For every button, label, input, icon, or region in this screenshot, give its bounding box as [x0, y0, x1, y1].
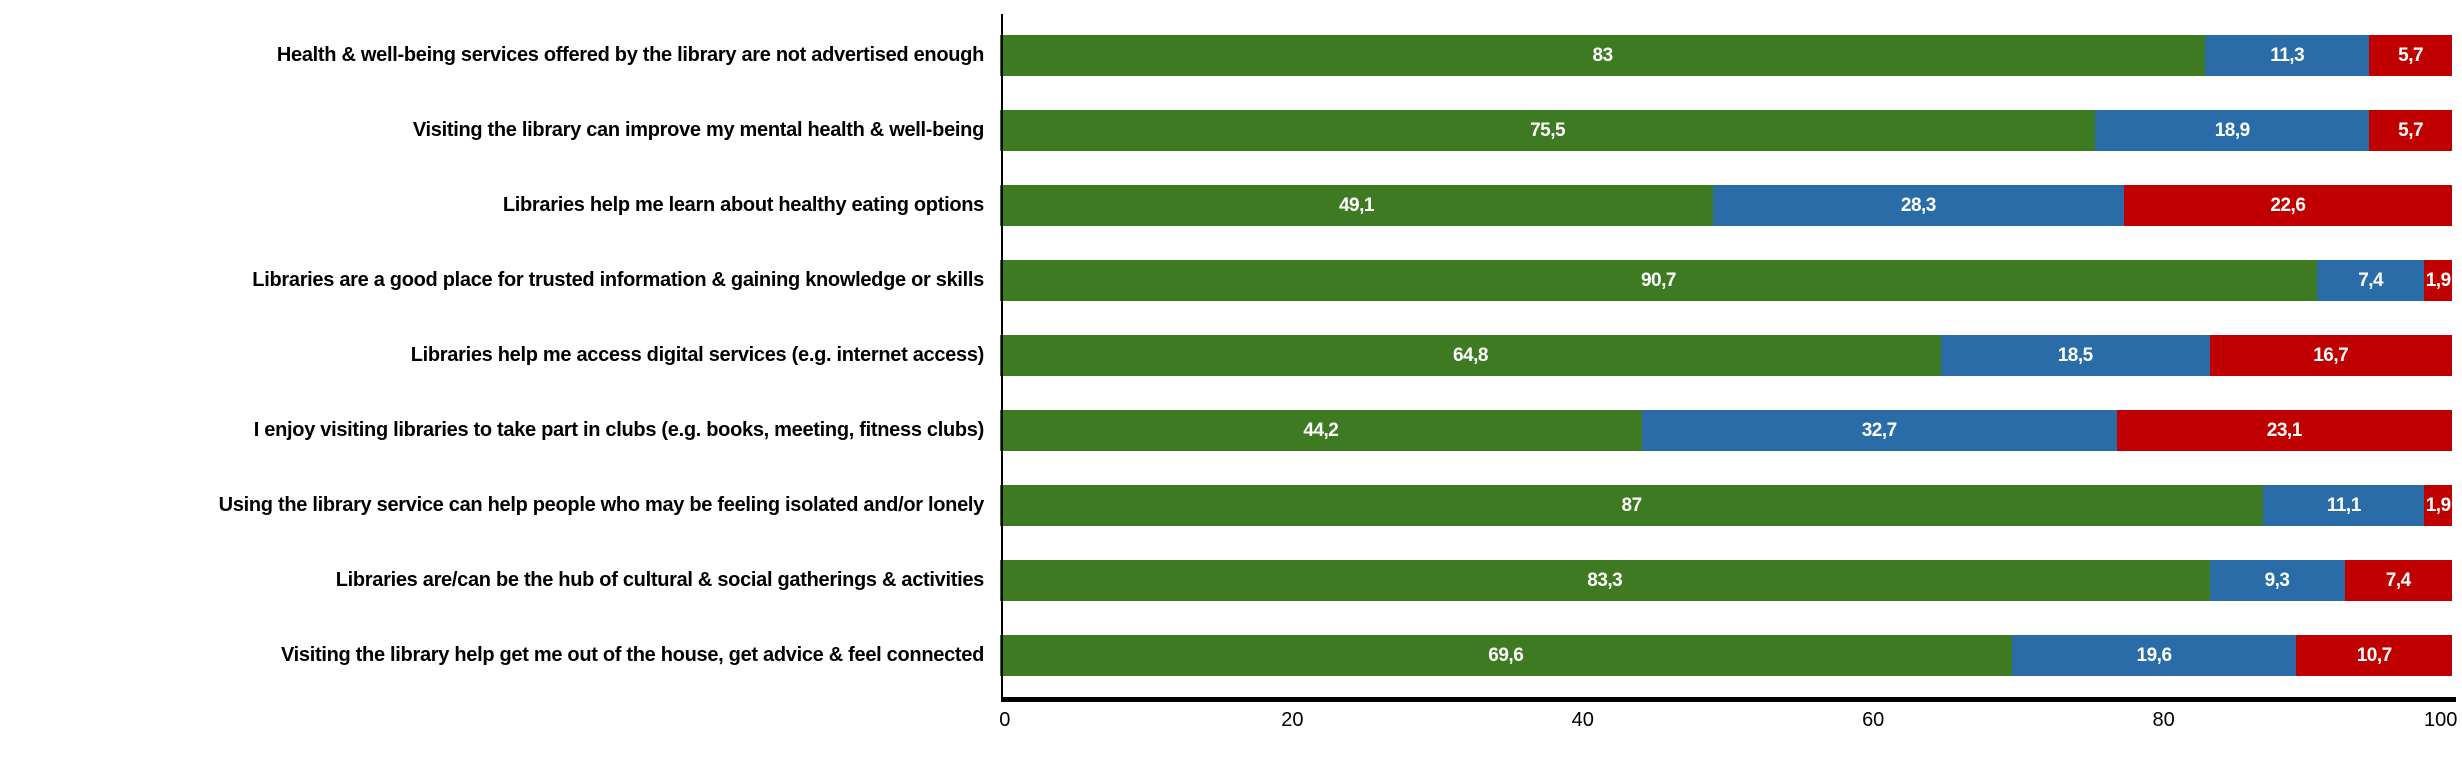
chart-row: Libraries are a good place for trusted i…: [0, 243, 2462, 318]
chart-row: Libraries help me learn about healthy ea…: [0, 168, 2462, 243]
bar-segment-green: 44,2: [1000, 410, 1642, 451]
category-label: Visiting the library can improve my ment…: [412, 119, 984, 141]
data-label: 64,8: [1452, 344, 1488, 366]
x-axis-tick-label: 20: [1281, 709, 1304, 731]
data-label: 28,3: [1900, 194, 1936, 216]
chart-row: Health & well-being services offered by …: [0, 18, 2462, 93]
data-label: 10,7: [2356, 644, 2392, 666]
category-label: Health & well-being services offered by …: [276, 44, 984, 66]
data-label: 69,6: [1488, 644, 1524, 666]
bar-segment-green: 49,1: [1000, 185, 1713, 226]
bar-segment-red: 1,9: [2424, 485, 2452, 526]
data-label: 19,6: [2136, 644, 2172, 666]
data-label: 11,3: [2270, 44, 2305, 66]
data-label: 90,7: [1640, 269, 1676, 291]
category-label: I enjoy visiting libraries to take part …: [253, 419, 985, 441]
x-axis-tick-label: 0: [999, 709, 1011, 731]
bar-segment-red: 5,7: [2369, 110, 2452, 151]
bar-segment-blue: 32,7: [1641, 410, 2117, 451]
bar-segment-blue: 28,3: [1712, 185, 2124, 226]
data-label: 7,4: [2385, 569, 2411, 591]
data-label: 49,1: [1338, 194, 1374, 216]
bar-segment-blue: 19,6: [2011, 635, 2297, 676]
data-label: 5,7: [2398, 44, 2424, 66]
bar-segment-green: 69,6: [1000, 635, 2012, 676]
bar-track: 69,6 19,6 10,7: [1000, 635, 2452, 676]
plot-area: Health & well-being services offered by …: [0, 18, 2462, 693]
bar-segment-red: 16,7: [2209, 335, 2452, 376]
y-axis-line: [1001, 14, 1003, 698]
bar-segment-red: 22,6: [2123, 185, 2452, 226]
bar-segment-blue: 11,1: [2263, 485, 2425, 526]
bar-segment-green: 64,8: [1000, 335, 1941, 376]
category-label: Libraries are/can be the hub of cultural…: [335, 569, 985, 591]
bar-segment-red: 7,4: [2344, 560, 2452, 601]
category-label: Visiting the library help get me out of …: [280, 644, 984, 666]
chart-row: Visiting the library can improve my ment…: [0, 93, 2462, 168]
data-label: 7,4: [2358, 269, 2384, 291]
category-label: Libraries help me access digital service…: [410, 344, 985, 366]
bar-segment-red: 5,7: [2369, 35, 2452, 76]
bar-segment-blue: 7,4: [2316, 260, 2425, 301]
bar-segment-red: 1,9: [2424, 260, 2452, 301]
bar-segment-red: 23,1: [2116, 410, 2452, 451]
x-axis-tick-label: 80: [2152, 709, 2175, 731]
data-label: 83: [1592, 44, 1614, 66]
bar-segment-green: 87: [1000, 485, 2264, 526]
data-label: 83,3: [1587, 569, 1623, 591]
chart-row: Using the library service can help peopl…: [0, 468, 2462, 543]
data-label: 18,9: [2214, 119, 2250, 141]
bar-track: 75,5 18,9 5,7: [1000, 110, 2452, 151]
category-label: Libraries are a good place for trusted i…: [252, 269, 984, 291]
bar-track: 64,8 18,5 16,7: [1000, 335, 2452, 376]
bar-segment-green: 75,5: [1000, 110, 2096, 151]
data-label: 18,5: [2057, 344, 2093, 366]
bar-segment-green: 90,7: [1000, 260, 2317, 301]
bar-segment-blue: 18,9: [2095, 110, 2370, 151]
bar-track: 44,2 32,7 23,1: [1000, 410, 2452, 451]
data-label: 11,1: [2326, 494, 2361, 516]
bar-segment-green: 83: [1000, 35, 2206, 76]
data-label: 23,1: [2266, 419, 2302, 441]
bar-track: 87 11,1 1,9: [1000, 485, 2452, 526]
chart-row: Libraries help me access digital service…: [0, 318, 2462, 393]
bar-track: 90,7 7,4 1,9: [1000, 260, 2452, 301]
bar-segment-blue: 18,5: [1940, 335, 2210, 376]
chart-row: I enjoy visiting libraries to take part …: [0, 393, 2462, 468]
bar-track: 83 11,3 5,7: [1000, 35, 2452, 76]
data-label: 9,3: [2264, 569, 2290, 591]
data-label: 5,7: [2398, 119, 2424, 141]
chart-row: Libraries are/can be the hub of cultural…: [0, 543, 2462, 618]
x-axis-line: [1001, 697, 2456, 702]
x-axis-ticks: 0 20 40 60 80 100: [999, 709, 2458, 739]
category-label: Using the library service can help peopl…: [218, 494, 985, 516]
data-label: 1,9: [2425, 269, 2451, 291]
x-axis-tick-label: 40: [1571, 709, 1594, 731]
category-label: Libraries help me learn about healthy ea…: [502, 194, 984, 216]
bar-track: 49,1 28,3 22,6: [1000, 185, 2452, 226]
bar-segment-green: 83,3: [1000, 560, 2210, 601]
bar-segment-blue: 9,3: [2209, 560, 2345, 601]
data-label: 1,9: [2425, 494, 2451, 516]
data-label: 44,2: [1303, 419, 1339, 441]
x-axis-tick-label: 60: [1862, 709, 1885, 731]
data-label: 22,6: [2270, 194, 2306, 216]
data-label: 32,7: [1861, 419, 1897, 441]
data-label: 16,7: [2313, 344, 2349, 366]
bar-track: 83,3 9,3 7,4: [1000, 560, 2452, 601]
bar-segment-blue: 11,3: [2205, 35, 2370, 76]
data-label: 75,5: [1530, 119, 1566, 141]
x-axis-tick-label: 100: [2423, 709, 2458, 731]
bar-segment-red: 10,7: [2296, 635, 2452, 676]
data-label: 87: [1621, 494, 1643, 516]
chart-row: Visiting the library help get me out of …: [0, 618, 2462, 693]
